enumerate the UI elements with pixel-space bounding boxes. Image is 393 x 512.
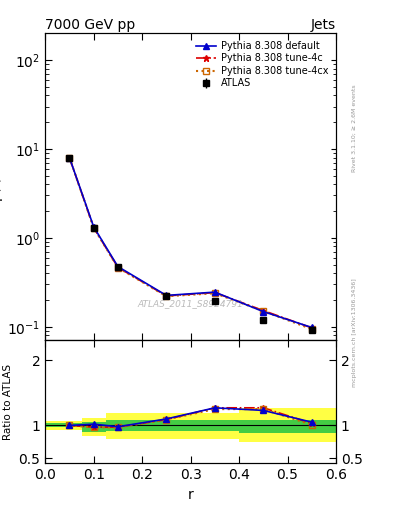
Pythia 8.308 tune-4c [261, 308, 266, 314]
Line: Pythia 8.308 tune-4c: Pythia 8.308 tune-4c [66, 154, 315, 331]
Pythia 8.308 tune-4cx [67, 155, 72, 161]
Pythia 8.308 default [309, 325, 314, 331]
Pythia 8.308 default [116, 264, 120, 270]
Pythia 8.308 tune-4c [91, 225, 96, 231]
Line: Pythia 8.308 tune-4cx: Pythia 8.308 tune-4cx [67, 155, 314, 332]
Y-axis label: Ratio to ATLAS: Ratio to ATLAS [3, 364, 13, 440]
Pythia 8.308 tune-4cx [213, 290, 217, 296]
Text: mcplots.cern.ch [arXiv:1306.3436]: mcplots.cern.ch [arXiv:1306.3436] [352, 279, 357, 387]
Pythia 8.308 tune-4c [309, 325, 314, 331]
Pythia 8.308 tune-4c [164, 293, 169, 299]
Pythia 8.308 tune-4cx [309, 326, 314, 332]
Line: Pythia 8.308 default: Pythia 8.308 default [67, 155, 314, 330]
Text: ATLAS_2011_S8924791: ATLAS_2011_S8924791 [138, 299, 244, 308]
Text: 7000 GeV pp: 7000 GeV pp [45, 18, 136, 32]
Legend: Pythia 8.308 default, Pythia 8.308 tune-4c, Pythia 8.308 tune-4cx, ATLAS: Pythia 8.308 default, Pythia 8.308 tune-… [193, 38, 331, 91]
Y-axis label: ρ(r): ρ(r) [0, 174, 2, 200]
Pythia 8.308 default [91, 224, 96, 230]
Pythia 8.308 default [67, 155, 72, 161]
X-axis label: r: r [188, 488, 193, 502]
Pythia 8.308 default [164, 292, 169, 298]
Pythia 8.308 tune-4c [116, 264, 120, 270]
Pythia 8.308 tune-4cx [164, 293, 169, 300]
Pythia 8.308 tune-4c [67, 155, 72, 161]
Text: Rivet 3.1.10; ≥ 2.6M events: Rivet 3.1.10; ≥ 2.6M events [352, 84, 357, 172]
Text: Jets: Jets [311, 18, 336, 32]
Pythia 8.308 default [261, 309, 266, 315]
Pythia 8.308 default [213, 289, 217, 295]
Pythia 8.308 tune-4cx [91, 225, 96, 231]
Pythia 8.308 tune-4cx [261, 308, 266, 314]
Pythia 8.308 tune-4c [213, 289, 217, 295]
Pythia 8.308 tune-4cx [116, 265, 120, 271]
